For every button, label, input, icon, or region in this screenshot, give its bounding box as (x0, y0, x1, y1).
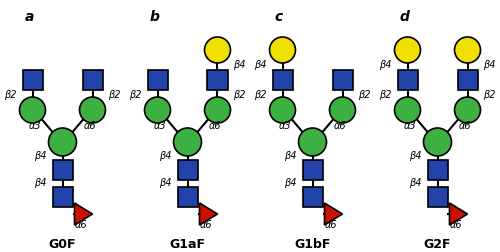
Bar (428, 187, 448, 207)
Text: G1aF: G1aF (170, 237, 205, 250)
Text: β2: β2 (130, 90, 142, 100)
Text: β2: β2 (380, 90, 392, 100)
Text: α3: α3 (29, 121, 42, 131)
Text: α3: α3 (404, 121, 416, 131)
Text: β4: β4 (284, 151, 297, 161)
Polygon shape (74, 203, 92, 225)
Text: α6: α6 (325, 220, 338, 230)
Text: a: a (24, 10, 34, 24)
Circle shape (174, 128, 202, 156)
Text: α3: α3 (154, 121, 166, 131)
Text: d: d (400, 10, 409, 24)
Text: G0F: G0F (49, 237, 76, 250)
Circle shape (20, 97, 46, 123)
Polygon shape (200, 203, 218, 225)
Bar (398, 70, 417, 90)
Bar (148, 70, 168, 90)
Text: β4: β4 (34, 178, 47, 188)
Text: α6: α6 (450, 220, 463, 230)
Text: α6: α6 (200, 220, 213, 230)
Bar (178, 160, 198, 180)
Text: β4: β4 (284, 178, 297, 188)
Circle shape (48, 128, 76, 156)
Text: α6: α6 (84, 121, 96, 131)
Polygon shape (324, 203, 342, 225)
Text: β4: β4 (410, 151, 422, 161)
Text: β2: β2 (483, 90, 496, 100)
Bar (82, 70, 102, 90)
Circle shape (144, 97, 171, 123)
Text: β4: β4 (160, 151, 172, 161)
Circle shape (394, 37, 420, 63)
Bar (428, 160, 448, 180)
Text: β4: β4 (410, 178, 422, 188)
Bar (302, 187, 322, 207)
Bar (332, 70, 352, 90)
Circle shape (330, 97, 355, 123)
Text: β2: β2 (108, 90, 120, 100)
Text: β2: β2 (4, 90, 17, 100)
Bar (52, 160, 72, 180)
Circle shape (204, 97, 231, 123)
Text: c: c (274, 10, 283, 24)
Circle shape (424, 128, 452, 156)
Text: α6: α6 (334, 121, 346, 131)
Bar (22, 70, 42, 90)
Circle shape (204, 37, 231, 63)
Text: β4: β4 (254, 60, 267, 70)
Text: β4: β4 (34, 151, 47, 161)
Text: β4: β4 (160, 178, 172, 188)
Circle shape (298, 128, 326, 156)
Text: β4: β4 (380, 60, 392, 70)
Bar (272, 70, 292, 90)
Text: b: b (150, 10, 160, 24)
Text: α6: α6 (75, 220, 88, 230)
Circle shape (454, 37, 480, 63)
Circle shape (394, 97, 420, 123)
Polygon shape (450, 203, 468, 225)
Text: β4: β4 (483, 60, 496, 70)
Text: β4: β4 (233, 60, 245, 70)
Text: β2: β2 (358, 90, 370, 100)
Text: α3: α3 (279, 121, 291, 131)
Text: α6: α6 (458, 121, 471, 131)
Bar (52, 187, 72, 207)
Bar (302, 160, 322, 180)
Bar (178, 187, 198, 207)
Circle shape (270, 37, 295, 63)
Circle shape (454, 97, 480, 123)
Bar (458, 70, 477, 90)
Circle shape (270, 97, 295, 123)
Bar (208, 70, 228, 90)
Text: β2: β2 (233, 90, 245, 100)
Text: β2: β2 (254, 90, 267, 100)
Text: G1bF: G1bF (294, 237, 330, 250)
Text: α6: α6 (208, 121, 221, 131)
Circle shape (80, 97, 106, 123)
Text: G2F: G2F (424, 237, 451, 250)
